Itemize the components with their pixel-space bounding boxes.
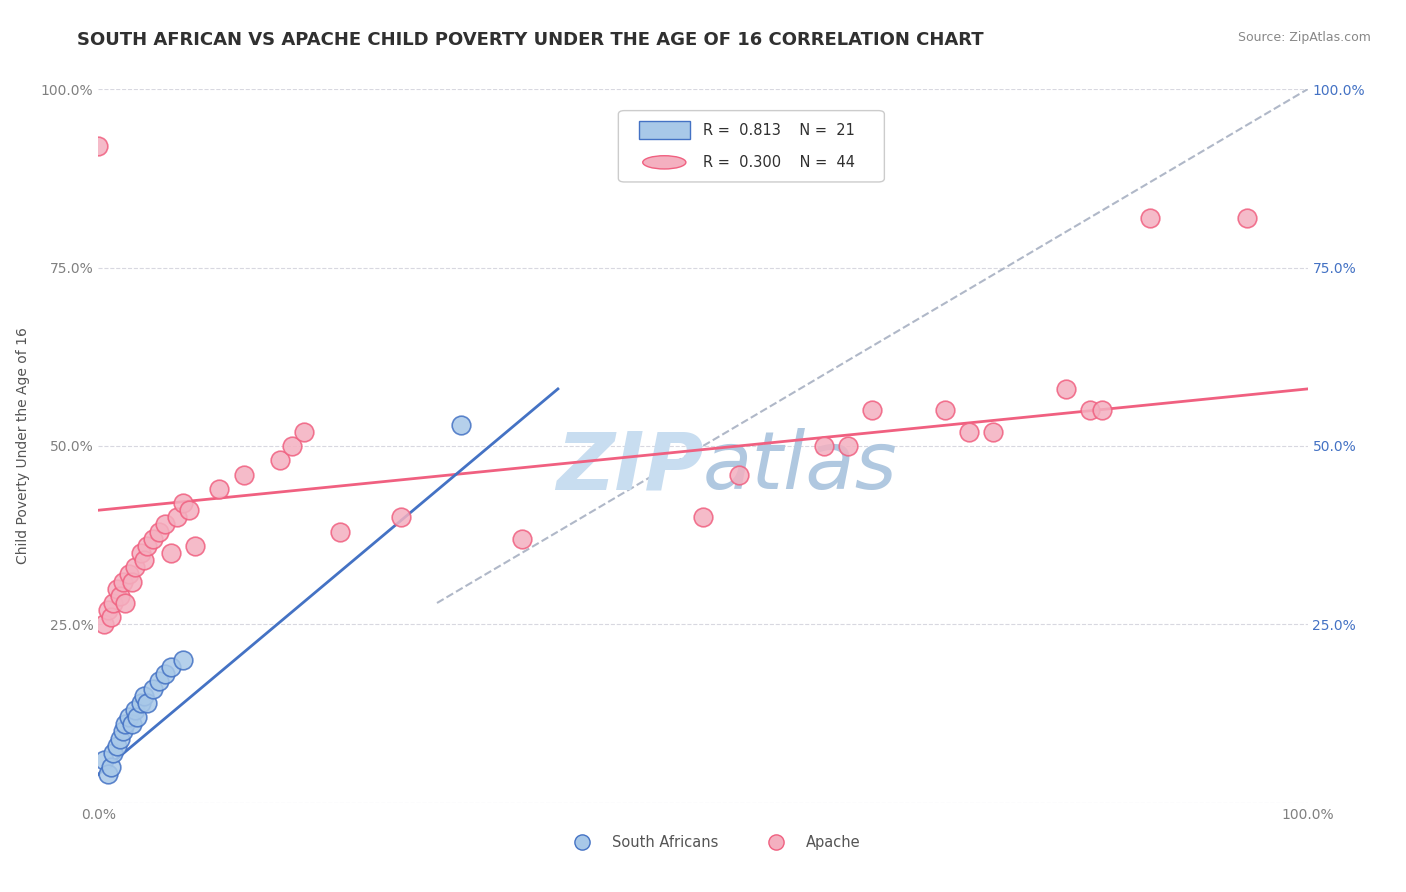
Point [111, 724, 134, 739]
Ellipse shape [643, 156, 686, 169]
Point [97, 603, 120, 617]
Point [105, 582, 128, 596]
Point [93, 753, 115, 767]
Y-axis label: Child Poverty Under the Age of 16: Child Poverty Under the Age of 16 [15, 327, 30, 565]
FancyBboxPatch shape [638, 121, 690, 139]
Point [129, 696, 152, 710]
Point [765, 835, 787, 849]
Point [450, 417, 472, 432]
Point [1139, 211, 1161, 225]
Point [166, 510, 188, 524]
Text: R =  0.300    N =  44: R = 0.300 N = 44 [703, 155, 855, 169]
Point [389, 510, 412, 524]
Point [142, 681, 165, 696]
Text: Apache: Apache [806, 835, 860, 849]
Point [118, 567, 141, 582]
Point [100, 760, 122, 774]
Point [179, 503, 201, 517]
Point [692, 510, 714, 524]
Point [124, 560, 146, 574]
Point [281, 439, 304, 453]
Point [148, 524, 170, 539]
Point [1078, 403, 1101, 417]
Point [129, 546, 152, 560]
Point [121, 717, 143, 731]
Point [269, 453, 291, 467]
Point [114, 717, 136, 731]
Point [134, 689, 156, 703]
Point [135, 696, 157, 710]
Point [134, 553, 156, 567]
Point [127, 710, 149, 724]
Point [232, 467, 254, 482]
Text: ZIP: ZIP [555, 428, 703, 507]
Point [160, 546, 183, 560]
Text: South Africans: South Africans [613, 835, 718, 849]
Point [87, 139, 110, 153]
Point [571, 835, 593, 849]
Point [135, 539, 157, 553]
Point [172, 496, 194, 510]
Point [100, 610, 122, 624]
Point [108, 589, 131, 603]
Point [172, 653, 194, 667]
FancyBboxPatch shape [619, 111, 884, 182]
Point [153, 667, 176, 681]
Point [329, 524, 352, 539]
Point [124, 703, 146, 717]
Point [101, 596, 124, 610]
Text: atlas: atlas [703, 428, 898, 507]
Point [1054, 382, 1077, 396]
Point [105, 739, 128, 753]
Point [292, 425, 315, 439]
Point [97, 767, 120, 781]
Text: Source: ZipAtlas.com: Source: ZipAtlas.com [1237, 31, 1371, 45]
Point [837, 439, 859, 453]
Point [981, 425, 1004, 439]
Point [510, 532, 533, 546]
Point [208, 482, 231, 496]
Point [184, 539, 207, 553]
Point [101, 746, 124, 760]
Point [728, 467, 751, 482]
Point [111, 574, 134, 589]
Point [121, 574, 143, 589]
Point [160, 660, 183, 674]
Point [957, 425, 980, 439]
Text: R =  0.813    N =  21: R = 0.813 N = 21 [703, 123, 855, 137]
Point [860, 403, 883, 417]
Point [1236, 211, 1258, 225]
Point [114, 596, 136, 610]
Text: SOUTH AFRICAN VS APACHE CHILD POVERTY UNDER THE AGE OF 16 CORRELATION CHART: SOUTH AFRICAN VS APACHE CHILD POVERTY UN… [77, 31, 984, 49]
Point [813, 439, 835, 453]
Point [934, 403, 956, 417]
Point [1091, 403, 1114, 417]
Point [93, 617, 115, 632]
Point [142, 532, 165, 546]
Point [148, 674, 170, 689]
Point [118, 710, 141, 724]
Point [153, 517, 176, 532]
Point [108, 731, 131, 746]
